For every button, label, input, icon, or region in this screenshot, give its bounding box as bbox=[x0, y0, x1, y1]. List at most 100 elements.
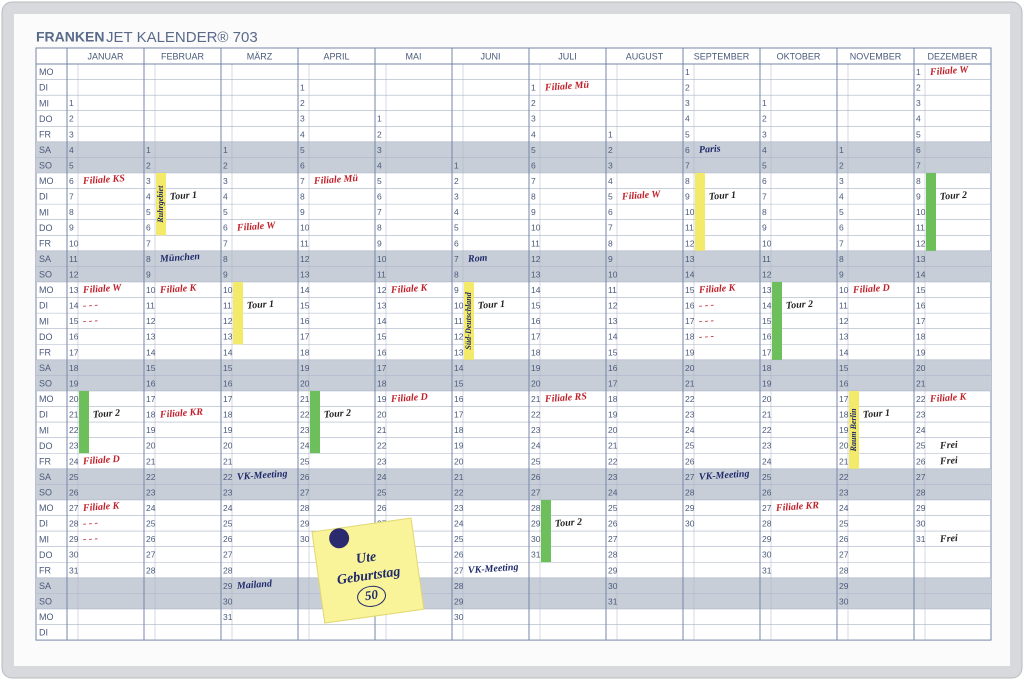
strip bbox=[541, 499, 551, 563]
day-number: 4 bbox=[69, 145, 74, 155]
day-number: 3 bbox=[377, 145, 382, 155]
day-number: 21 bbox=[685, 378, 695, 388]
day-number: 26 bbox=[146, 534, 156, 544]
day-number: 11 bbox=[685, 223, 694, 233]
month-name: FEBRUAR bbox=[161, 51, 205, 61]
day-number: 7 bbox=[608, 223, 613, 233]
day-number: 2 bbox=[762, 114, 767, 124]
day-number: 8 bbox=[377, 223, 382, 233]
note: Filiale KR bbox=[775, 500, 820, 514]
day-number: 20 bbox=[762, 394, 772, 404]
day-number: 3 bbox=[839, 176, 844, 186]
day-number: 20 bbox=[608, 425, 618, 435]
note: Frei bbox=[939, 533, 959, 545]
day-number: 14 bbox=[531, 285, 541, 295]
day-number: 25 bbox=[377, 487, 387, 497]
day-number: 23 bbox=[762, 441, 772, 451]
day-number: 16 bbox=[69, 332, 79, 342]
day-number: 7 bbox=[300, 176, 305, 186]
day-number: 16 bbox=[685, 301, 695, 311]
day-number: 15 bbox=[531, 301, 541, 311]
day-number: 12 bbox=[685, 238, 695, 248]
day-number: 24 bbox=[300, 441, 310, 451]
note: Filiale W bbox=[621, 189, 662, 203]
day-number: 13 bbox=[223, 332, 233, 342]
day-number: 24 bbox=[69, 456, 79, 466]
note: Tour 1 bbox=[170, 190, 198, 203]
day-number: 27 bbox=[69, 503, 79, 513]
day-number: 1 bbox=[762, 98, 767, 108]
day-number: 12 bbox=[454, 332, 464, 342]
weekday-label: MI bbox=[39, 316, 49, 326]
day-number: 10 bbox=[223, 285, 233, 295]
day-number: 3 bbox=[916, 98, 921, 108]
day-number: 16 bbox=[916, 301, 926, 311]
day-number: 15 bbox=[377, 332, 387, 342]
weekday-label: SO bbox=[39, 270, 52, 280]
day-number: 13 bbox=[300, 269, 310, 279]
day-number: 20 bbox=[377, 410, 387, 420]
day-number: 27 bbox=[685, 472, 695, 482]
day-number: 5 bbox=[839, 207, 844, 217]
day-number: 3 bbox=[223, 176, 228, 186]
strip-text: Süd-Deutschland bbox=[464, 291, 473, 349]
note: - - - bbox=[699, 300, 715, 312]
weekday-label: SO bbox=[39, 488, 52, 498]
day-number: 15 bbox=[839, 363, 849, 373]
day-number: 28 bbox=[454, 581, 464, 591]
day-number: 17 bbox=[839, 394, 849, 404]
day-number: 25 bbox=[839, 519, 849, 529]
day-number: 22 bbox=[762, 425, 772, 435]
month-name: DEZEMBER bbox=[927, 51, 978, 61]
day-number: 1 bbox=[685, 67, 690, 77]
day-number: 8 bbox=[685, 176, 690, 186]
day-number: 29 bbox=[531, 519, 541, 529]
day-number: 3 bbox=[300, 114, 305, 124]
day-number: 27 bbox=[839, 550, 849, 560]
day-number: 12 bbox=[146, 316, 156, 326]
day-number: 7 bbox=[377, 207, 382, 217]
day-number: 6 bbox=[69, 176, 74, 186]
day-number: 13 bbox=[762, 285, 772, 295]
day-number: 17 bbox=[762, 347, 772, 357]
day-number: 12 bbox=[608, 301, 618, 311]
day-number: 25 bbox=[223, 519, 233, 529]
weekend-row bbox=[36, 266, 991, 282]
day-number: 9 bbox=[454, 285, 459, 295]
day-number: 16 bbox=[839, 378, 849, 388]
day-number: 22 bbox=[531, 410, 541, 420]
day-number: 4 bbox=[762, 145, 767, 155]
day-number: 30 bbox=[454, 612, 464, 622]
day-number: 10 bbox=[531, 223, 541, 233]
day-number: 26 bbox=[377, 503, 387, 513]
note: Tour 2 bbox=[93, 408, 121, 421]
day-number: 2 bbox=[146, 160, 151, 170]
weekday-label: SO bbox=[39, 597, 52, 607]
day-number: 31 bbox=[762, 565, 772, 575]
day-number: 18 bbox=[608, 394, 618, 404]
day-number: 22 bbox=[69, 425, 79, 435]
day-number: 16 bbox=[608, 363, 618, 373]
title: JET KALENDER® 703 bbox=[106, 29, 258, 46]
day-number: 18 bbox=[916, 332, 926, 342]
weekday-label: MO bbox=[39, 176, 54, 186]
day-number: 27 bbox=[762, 503, 772, 513]
day-number: 13 bbox=[454, 347, 464, 357]
day-number: 7 bbox=[685, 160, 690, 170]
day-number: 4 bbox=[300, 129, 305, 139]
day-number: 11 bbox=[223, 301, 232, 311]
note: - - - bbox=[83, 533, 99, 545]
day-number: 30 bbox=[69, 550, 79, 560]
weekday-label: SA bbox=[39, 363, 51, 373]
day-number: 2 bbox=[223, 160, 228, 170]
day-number: 7 bbox=[839, 238, 844, 248]
day-number: 25 bbox=[454, 534, 464, 544]
day-number: 16 bbox=[223, 378, 233, 388]
strip bbox=[233, 281, 243, 345]
day-number: 29 bbox=[762, 534, 772, 544]
weekend-row bbox=[36, 157, 991, 173]
weekend-row bbox=[36, 484, 991, 500]
weekday-label: MI bbox=[39, 207, 49, 217]
day-number: 16 bbox=[762, 332, 772, 342]
day-number: 26 bbox=[839, 534, 849, 544]
